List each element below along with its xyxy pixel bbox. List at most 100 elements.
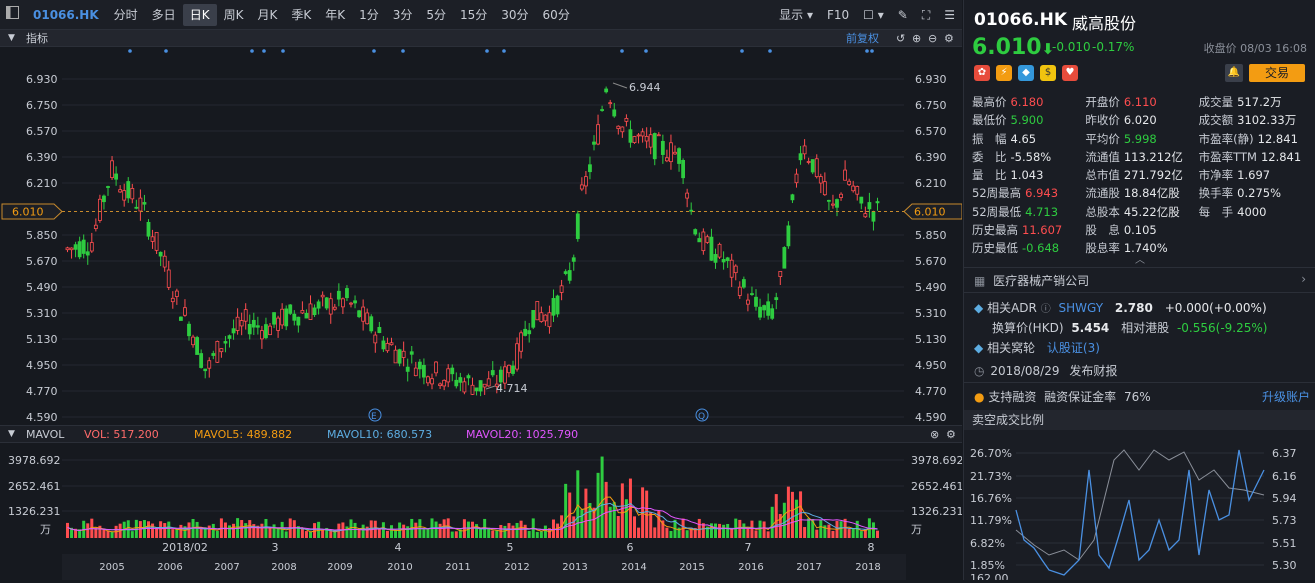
period-tab-9[interactable]: 5分 <box>426 7 446 22</box>
candle-body <box>847 180 852 185</box>
volume-bar <box>831 530 835 538</box>
price-line <box>1015 449 1265 561</box>
candle-body <box>231 328 236 334</box>
candle-body <box>502 366 507 384</box>
connect-icon[interactable]: ⚡ <box>996 65 1012 81</box>
mavol-label[interactable]: MAVOL <box>26 428 65 441</box>
checkbox-icon[interactable]: ☐ ▾ <box>863 7 884 22</box>
adr-symbol[interactable]: SHWGY <box>1058 301 1104 315</box>
candle-body <box>215 341 220 363</box>
year-label: 2010 <box>387 562 412 573</box>
volume-indicator-bar: ▼ MAVOL VOL: 517.200 MAVOL5: 489.882 MAV… <box>0 425 962 443</box>
sector-name: 医疗器械产销公司 <box>993 274 1090 288</box>
volume-bar <box>843 518 847 538</box>
volume-chart[interactable]: 3978.692 3978.692 2652.461 2652.461 1326.231… <box>0 443 964 580</box>
tag-icon[interactable]: ◆ <box>1018 65 1034 81</box>
volume-bar <box>807 518 811 538</box>
candle-body <box>243 309 248 322</box>
period-tab-0[interactable]: 分时 <box>113 7 138 22</box>
close-info: 收盘价 08/03 16:08 <box>1203 42 1307 55</box>
candle-body <box>450 367 455 375</box>
stat-value: 6.020 <box>1123 113 1157 128</box>
event-marker-q[interactable]: Q <box>695 408 709 422</box>
collapse-icon[interactable]: ▼ <box>8 33 15 43</box>
event-dot[interactable] <box>870 49 874 53</box>
zoom-out-icon[interactable]: ⊖ <box>928 32 938 45</box>
period-tab-6[interactable]: 年K <box>325 7 346 22</box>
event-dot[interactable] <box>281 49 285 53</box>
price-chart[interactable]: 6.930 6.930 6.750 6.750 6.570 6.570 6.390 6.390… <box>0 47 963 425</box>
event-dot[interactable] <box>250 49 254 53</box>
event-dot[interactable] <box>740 49 744 53</box>
event-dot[interactable] <box>644 49 648 53</box>
period-tab-5[interactable]: 季K <box>291 7 312 22</box>
event-dot[interactable] <box>768 49 772 53</box>
settings-icon[interactable]: ⚙ <box>946 428 956 441</box>
close-icon[interactable]: ⊗ <box>930 428 940 441</box>
sector-row[interactable]: ▦ 医疗器械产销公司 › <box>974 272 1306 289</box>
collapse-icon[interactable]: ▼ <box>8 429 15 439</box>
period-tab-8[interactable]: 3分 <box>392 7 413 22</box>
period-tab-7[interactable]: 1分 <box>359 7 379 22</box>
alert-bell-icon[interactable]: 🔔 <box>1225 64 1243 82</box>
candle-body <box>138 197 143 212</box>
indicator-label[interactable]: 指标 <box>26 32 48 45</box>
event-dot[interactable] <box>372 49 376 53</box>
period-tab-2[interactable]: 日K <box>182 3 217 26</box>
event-dot[interactable] <box>401 49 405 53</box>
candle-body <box>207 360 212 369</box>
favorite-icon[interactable]: ♥ <box>1062 65 1078 81</box>
margin-rate: 76% <box>1124 390 1151 404</box>
dollar-icon[interactable]: $ <box>1040 65 1056 81</box>
period-tab-11[interactable]: 30分 <box>501 7 529 22</box>
volume-bar <box>596 472 600 538</box>
candle-body <box>790 194 795 201</box>
event-dot[interactable] <box>865 49 869 53</box>
volume-bar <box>309 531 312 538</box>
event-dot[interactable] <box>164 49 168 53</box>
display-label: 显示 <box>779 7 804 22</box>
reset-icon[interactable]: ↺ <box>896 32 906 45</box>
draw-icon[interactable]: ✎ <box>897 7 908 22</box>
year-label: 2006 <box>157 562 182 573</box>
upgrade-link[interactable]: 升级账户 <box>1261 390 1310 404</box>
f10-button[interactable]: F10 <box>826 7 850 22</box>
year-label: 2015 <box>679 562 704 573</box>
event-dot[interactable] <box>485 49 489 53</box>
volume-bar <box>616 516 620 538</box>
period-tab-10[interactable]: 15分 <box>459 7 488 22</box>
help-icon[interactable]: ⓘ <box>1040 304 1051 315</box>
hk-flag-icon[interactable]: ✿ <box>974 65 990 81</box>
period-tab-1[interactable]: 多日 <box>151 7 176 22</box>
period-tab-4[interactable]: 月K <box>257 7 278 22</box>
period-tab-12[interactable]: 60分 <box>542 7 570 22</box>
volume-bar <box>207 525 211 538</box>
volume-bar <box>438 523 442 538</box>
restore-toggle[interactable]: 前复权 <box>846 32 879 45</box>
event-dot[interactable] <box>502 49 506 53</box>
volume-bars[interactable]: 3978.692 3978.692 2652.461 2652.461 1326.231… <box>0 443 964 580</box>
layout-icon[interactable] <box>0 4 25 26</box>
warrant-link[interactable]: 认股证(3) <box>1046 341 1100 355</box>
event-dot[interactable] <box>620 49 624 53</box>
short-ratio-chart[interactable]: 26.70% 21.73% 16.76% 11.79% 6.82% 1.85%162.00… <box>964 430 1315 580</box>
high-pointer <box>612 82 628 89</box>
menu-icon[interactable]: ☰ <box>944 7 955 22</box>
event-dot[interactable] <box>128 49 132 53</box>
event-marker-e[interactable]: E <box>368 408 382 422</box>
overview-strip[interactable] <box>62 554 906 580</box>
maximize-icon[interactable]: ⛶ <box>921 7 931 22</box>
trade-button[interactable]: 交易 <box>1249 64 1305 82</box>
period-tab-3[interactable]: 周K <box>223 7 244 22</box>
event-dot[interactable] <box>262 49 266 53</box>
candle-body <box>778 271 783 277</box>
stock-code-label[interactable]: 01066.HK <box>33 7 99 22</box>
settings-icon[interactable]: ⚙ <box>944 32 954 45</box>
stat-value: 0.105 <box>1123 223 1157 238</box>
month-label: 7 <box>745 541 752 554</box>
expand-chevron-icon[interactable]: ︿ <box>1135 255 1145 266</box>
candlestick-chart[interactable]: 6.930 6.930 6.750 6.750 6.570 6.570 6.390 6.390… <box>0 47 963 425</box>
stat-cell: 流通值 113.212亿 <box>1085 148 1198 166</box>
zoom-in-icon[interactable]: ⊕ <box>912 32 922 45</box>
display-menu[interactable]: 显示 ▾ <box>779 7 813 22</box>
